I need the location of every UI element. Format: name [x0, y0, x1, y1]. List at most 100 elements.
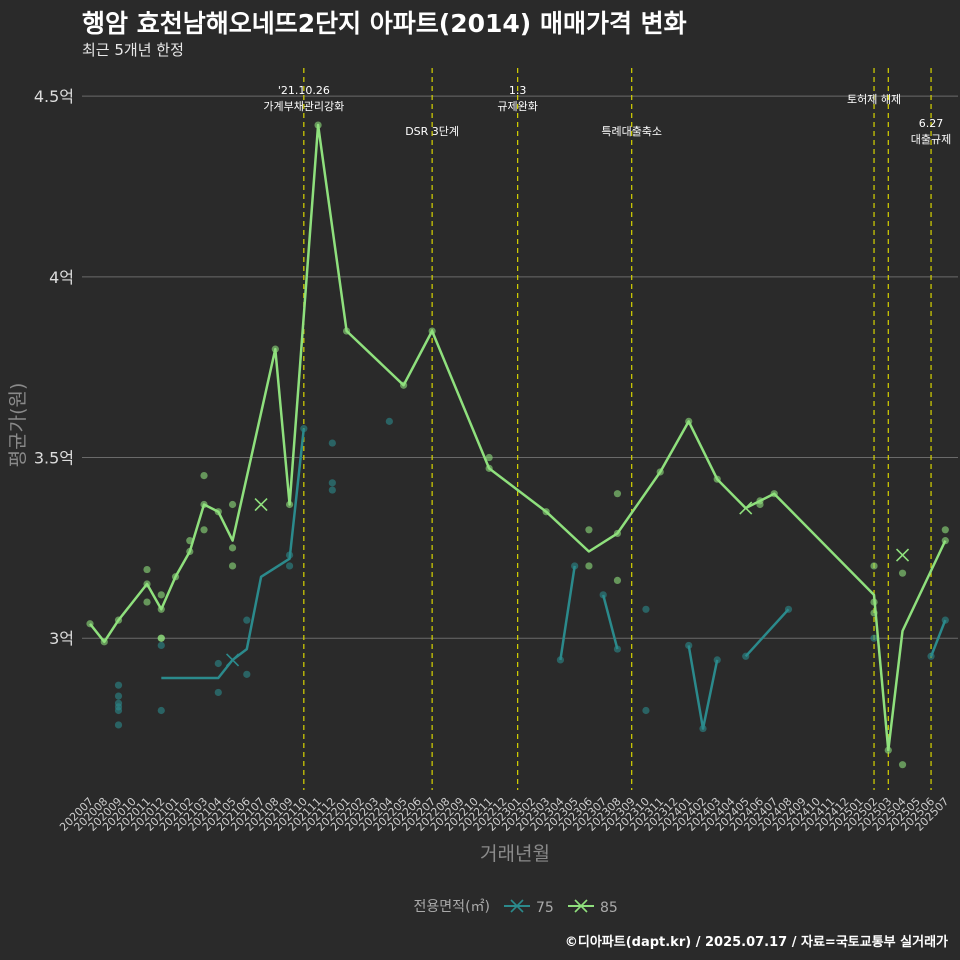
- series-75-point: [285, 562, 294, 570]
- series-75-point: [642, 706, 650, 715]
- series-85-point: [342, 327, 351, 335]
- series-85-point: [200, 526, 208, 534]
- legend-swatch-cross: [510, 899, 524, 913]
- series-75-point: [599, 591, 607, 599]
- series-85-point: [870, 562, 878, 570]
- series-75-point: [613, 645, 622, 653]
- series-75-point: [243, 616, 251, 624]
- series-85-point: [157, 634, 165, 642]
- y-tick-label: 3.5억: [34, 449, 74, 468]
- series-75-point: [328, 439, 336, 447]
- legend: 전용면적(㎡) 75 85: [414, 899, 618, 916]
- event-label: 6.27: [919, 117, 944, 130]
- series-85-point: [613, 576, 622, 584]
- series-85-point: [613, 490, 622, 498]
- series-85-point: [756, 497, 764, 505]
- series-85-point: [171, 573, 180, 581]
- series-85-point: [585, 526, 593, 534]
- legend-swatch-cross: [574, 899, 588, 913]
- series-85-point: [685, 417, 693, 425]
- series-75-point: [214, 688, 222, 697]
- series-75-point: [556, 656, 565, 664]
- series-85-point: [228, 544, 237, 552]
- series-85-point: [86, 620, 94, 628]
- series-85-point: [214, 508, 222, 516]
- series-75-point: [285, 551, 294, 559]
- series-75-point: [157, 706, 165, 715]
- series-75-point: [642, 605, 650, 613]
- series-85-point: [314, 121, 322, 129]
- series-85-point: [941, 526, 949, 534]
- series-75-point: [243, 670, 251, 678]
- x-axis-title: 거래년월: [480, 843, 550, 865]
- series-85-point: [941, 537, 949, 545]
- series-85-point: [228, 500, 237, 509]
- series-75-point: [685, 641, 693, 650]
- series-85-point: [186, 537, 194, 545]
- series-85-point: [713, 475, 721, 483]
- series-85-point: [613, 529, 622, 538]
- series-75-point: [571, 562, 579, 570]
- series-85-point: [542, 508, 550, 516]
- series-85-cross: [739, 501, 753, 515]
- event-label: 가계부채관리강화: [263, 100, 344, 113]
- event-label: 대출규제: [911, 133, 951, 146]
- legend-label: 75: [536, 900, 554, 916]
- series-85-point: [114, 616, 123, 624]
- series-75-point: [784, 605, 793, 613]
- series-75-line: [601, 594, 619, 650]
- event-label: '21.10.26: [278, 84, 330, 97]
- event-label: 1.3: [509, 84, 527, 97]
- series-75-line: [559, 565, 576, 661]
- series-75-line: [929, 619, 947, 657]
- y-tick-label: 4.5억: [34, 87, 74, 106]
- series-75-cross: [225, 653, 240, 667]
- y-tick-label: 3억: [49, 629, 74, 648]
- series-85-point: [143, 565, 151, 574]
- series-75-point: [713, 656, 721, 664]
- series-75-point: [870, 634, 878, 642]
- series-75-line: [161, 428, 306, 680]
- series-75-point: [114, 692, 123, 700]
- series-75-point: [328, 479, 336, 487]
- series-75-point: [114, 721, 123, 729]
- series-85-point: [485, 453, 493, 462]
- chart-title: 행암 효천남해오네뜨2단지 아파트(2014) 매매가격 변화: [82, 9, 687, 38]
- series-75-point: [157, 641, 165, 650]
- series-85-point: [228, 562, 237, 570]
- series-85-point: [898, 569, 907, 577]
- series-85-point: [157, 605, 165, 613]
- series-75-point: [214, 659, 222, 668]
- chart-subtitle: 최근 5개년 한정: [82, 41, 184, 59]
- y-tick-label: 4억: [49, 268, 74, 287]
- series-75-point: [114, 681, 123, 689]
- event-label: 특례대출축소: [601, 125, 662, 138]
- series-75-point: [941, 616, 949, 624]
- event-label: 규제완화: [497, 100, 537, 113]
- series-75-point: [742, 652, 750, 660]
- series-85-point: [200, 500, 208, 509]
- series-75: [114, 417, 949, 733]
- series-85-point: [656, 468, 664, 476]
- event-label: 토허제 해제: [847, 92, 901, 106]
- series-75-point: [927, 652, 935, 660]
- series-85-cross: [895, 548, 910, 562]
- series-85-point: [428, 327, 436, 335]
- series-75-point: [699, 724, 707, 733]
- series-85-point: [157, 591, 165, 599]
- series-85-point: [400, 381, 408, 389]
- series-75-point: [300, 425, 308, 433]
- series-85-point: [186, 547, 194, 556]
- series-75-point: [328, 486, 336, 494]
- legend-label: 85: [600, 900, 618, 916]
- series-85-point: [485, 464, 493, 472]
- series-85-point: [898, 761, 907, 769]
- series-85-point: [143, 598, 151, 606]
- y-axis-title: 평균가(원): [7, 383, 29, 468]
- series-75-line: [744, 608, 790, 658]
- series-85-point: [870, 598, 878, 606]
- source-caption: ©디아파트(dapt.kr) / 2025.07.17 / 자료=국토교통부 실…: [564, 935, 948, 950]
- series-85-point: [285, 500, 294, 509]
- series-85-point: [870, 609, 878, 617]
